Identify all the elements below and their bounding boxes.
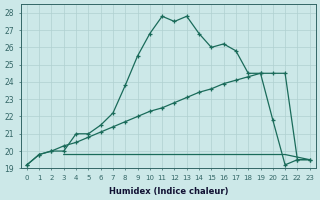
X-axis label: Humidex (Indice chaleur): Humidex (Indice chaleur) [108, 187, 228, 196]
